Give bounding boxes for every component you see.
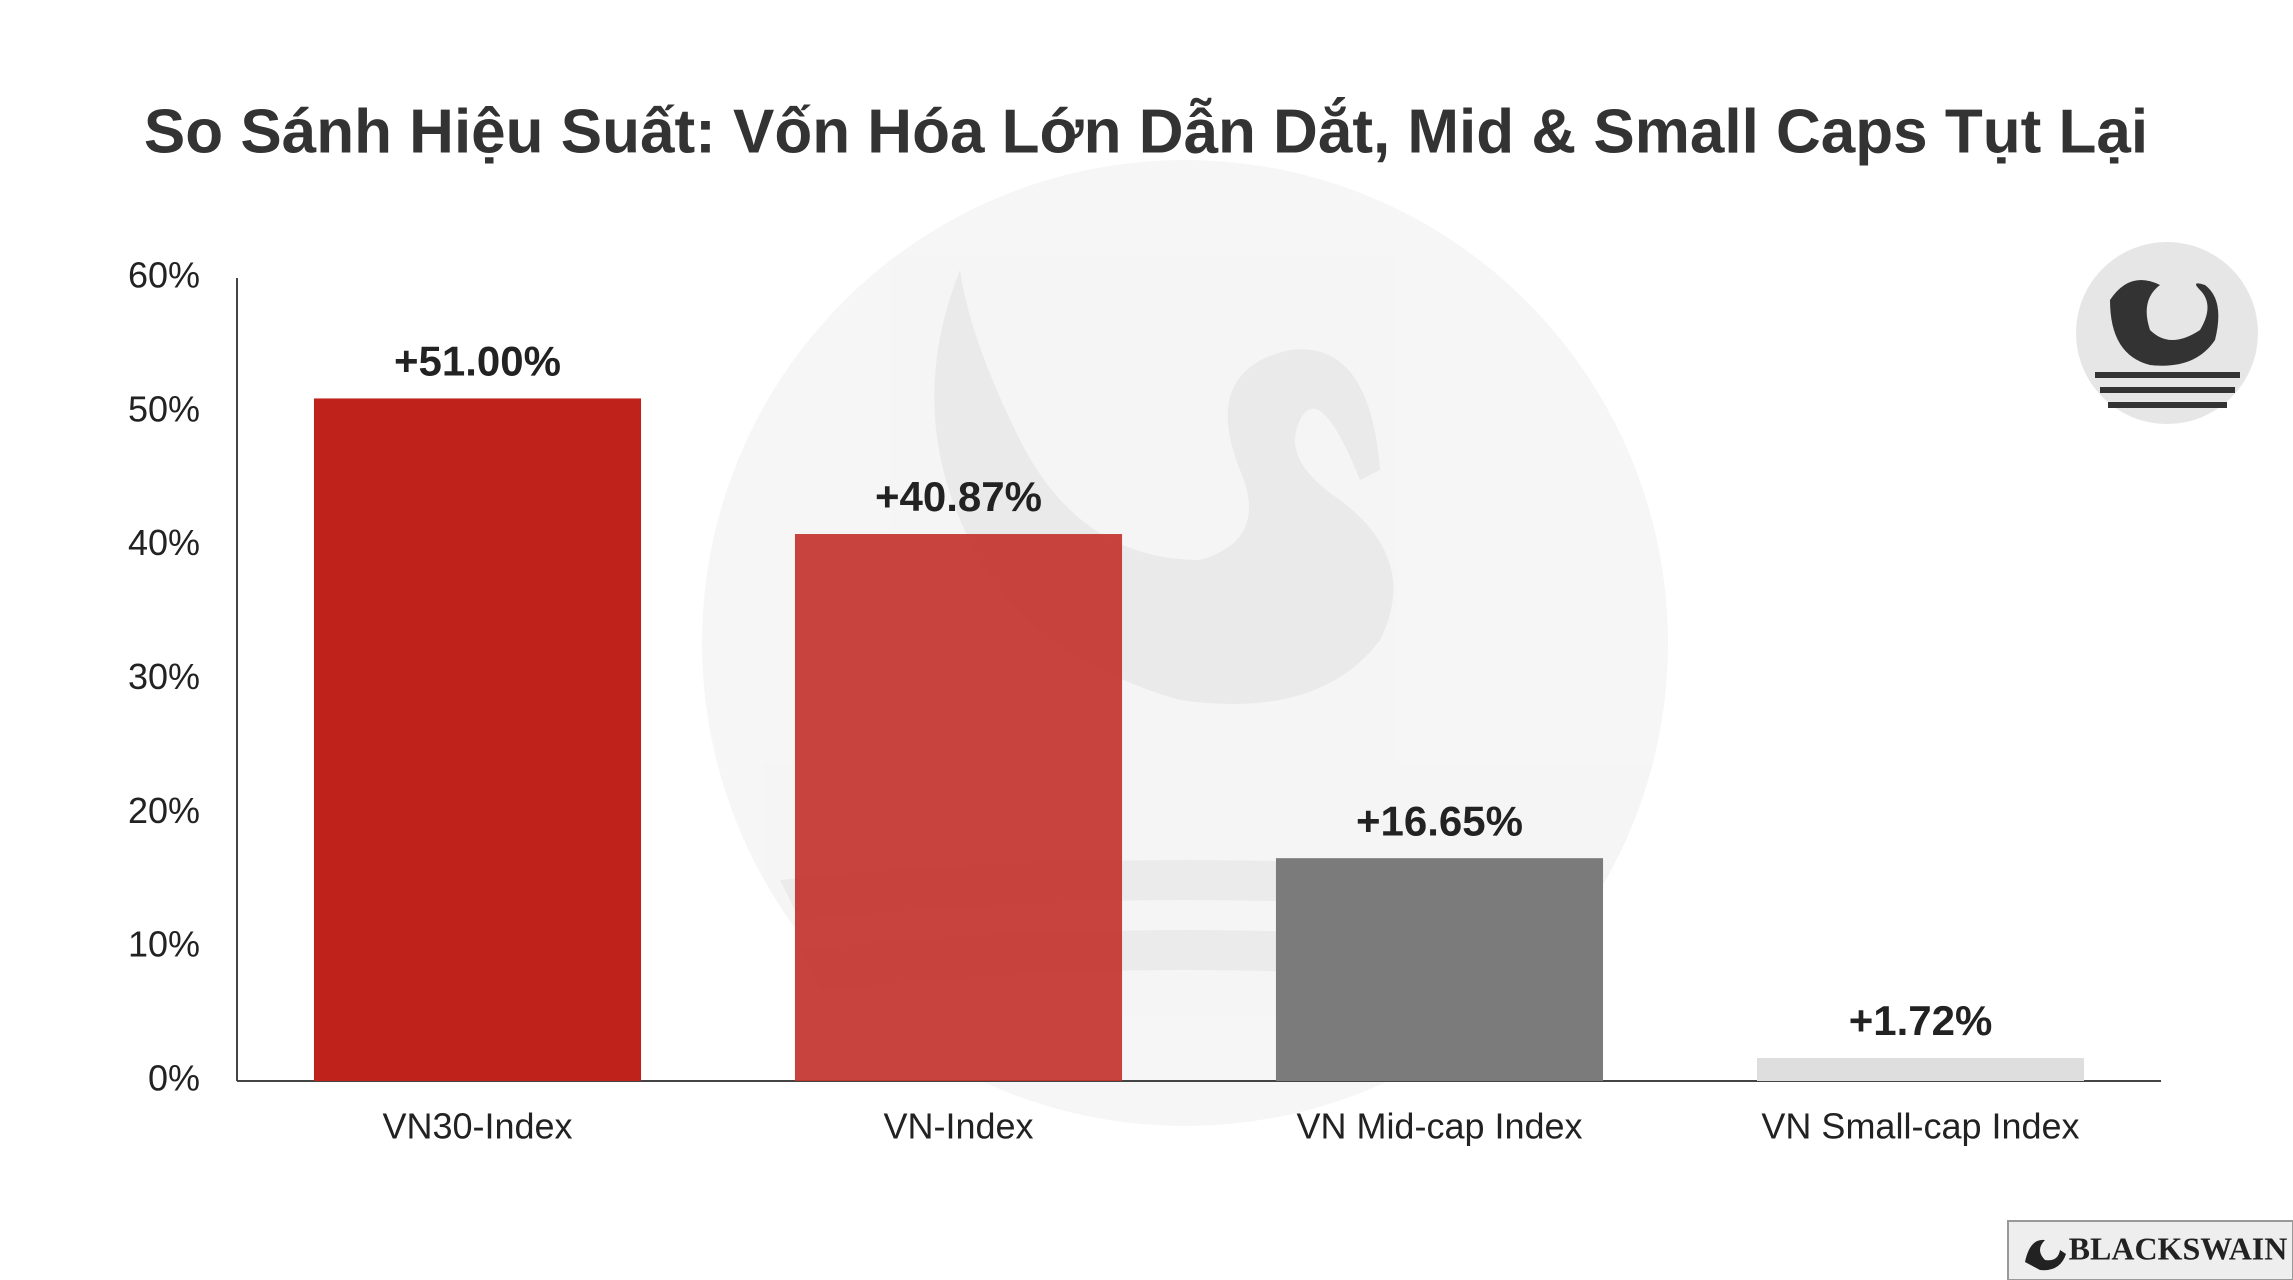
bar xyxy=(1275,858,1604,1081)
value-label: +1.72% xyxy=(1849,997,1993,1044)
x-tick-label: VN30-Index xyxy=(382,1106,572,1147)
brand-box: BLACKSWAIN xyxy=(2007,1220,2293,1280)
y-tick-label: 0% xyxy=(148,1058,200,1099)
logo xyxy=(2076,242,2258,424)
value-label: +16.65% xyxy=(1356,797,1523,844)
value-label: +40.87% xyxy=(875,473,1042,520)
y-tick-label: 20% xyxy=(128,790,200,831)
value-label: +51.00% xyxy=(394,338,561,385)
x-tick-label: VN Small-cap Index xyxy=(1761,1106,2079,1147)
y-tick-label: 60% xyxy=(128,255,200,296)
bar xyxy=(794,534,1123,1081)
x-tick-label: VN-Index xyxy=(883,1106,1033,1147)
y-tick-label: 40% xyxy=(128,522,200,563)
bar xyxy=(1756,1057,2085,1081)
y-tick-label: 50% xyxy=(128,388,200,429)
brand-name: BLACKSWAIN xyxy=(2069,1230,2288,1266)
chart-title: So Sánh Hiệu Suất: Vốn Hóa Lớn Dẫn Dắt, … xyxy=(144,97,2148,166)
y-tick-label: 10% xyxy=(128,924,200,965)
y-tick-label: 30% xyxy=(128,656,200,697)
x-tick-label: VN Mid-cap Index xyxy=(1296,1106,1582,1147)
bar xyxy=(313,398,642,1081)
